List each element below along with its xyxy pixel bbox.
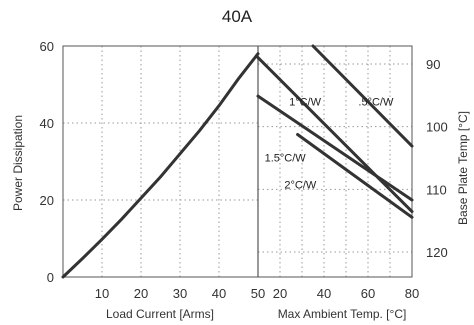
grid-lines — [63, 46, 412, 277]
baseplate-tick-label-110: 110 — [426, 182, 447, 197]
baseplate-tick-label-90: 90 — [426, 57, 440, 72]
thermal-line-p5CW — [311, 44, 414, 148]
ambient-tick-label-80: 80 — [405, 286, 419, 301]
ambient-tick-label-40: 40 — [317, 286, 331, 301]
y-axis-label-base-plate: Base Plate Temp [°C] — [456, 111, 470, 225]
y-tick-label-20: 20 — [40, 193, 54, 208]
plot-frame — [62, 45, 413, 278]
x-axis-label-ambient-temp: Max Ambient Temp. [°C] — [278, 307, 407, 321]
baseplate-tick-label-120: 120 — [426, 245, 448, 260]
x-axis-label-load-current: Load Current [Arms] — [106, 307, 214, 321]
y-axis-label-power: Power Dissipation — [11, 115, 25, 211]
data-curves: 1°C/W .5°C/W 1.5°C/W 2°C/W — [61, 44, 414, 279]
y-tick-label-60: 60 — [40, 39, 54, 54]
y-tick-label-0: 0 — [47, 270, 54, 285]
thermal-line-2CW — [296, 133, 414, 219]
thermal-line-1p5CW — [256, 94, 414, 202]
curve-label-1p5CW: 1.5°C/W — [265, 153, 307, 165]
x-tick-label-40: 40 — [212, 286, 226, 301]
x-tick-label-10: 10 — [95, 286, 109, 301]
y-tick-label-40: 40 — [40, 116, 54, 131]
curve-label-2CW: 2°C/W — [284, 179, 317, 191]
curve-label-1CW: 1°C/W — [289, 97, 322, 109]
ambient-tick-label-60: 60 — [361, 286, 375, 301]
x-tick-label-50: 50 — [251, 286, 265, 301]
power-dissipation-curve — [61, 52, 260, 279]
x-tick-label-30: 30 — [173, 286, 187, 301]
plot-border — [62, 45, 413, 278]
tick-labels: 0 20 40 60 10 20 30 40 50 20 40 60 80 90 100 110 120 — [40, 39, 448, 301]
x-tick-label-20: 20 — [134, 286, 148, 301]
baseplate-tick-label-100: 100 — [426, 120, 448, 135]
curve-label-p5CW: .5°C/W — [358, 97, 394, 109]
chart-title: 40A — [222, 7, 253, 26]
thermal-line-1CW — [256, 56, 414, 214]
ambient-tick-label-20: 20 — [273, 286, 287, 301]
